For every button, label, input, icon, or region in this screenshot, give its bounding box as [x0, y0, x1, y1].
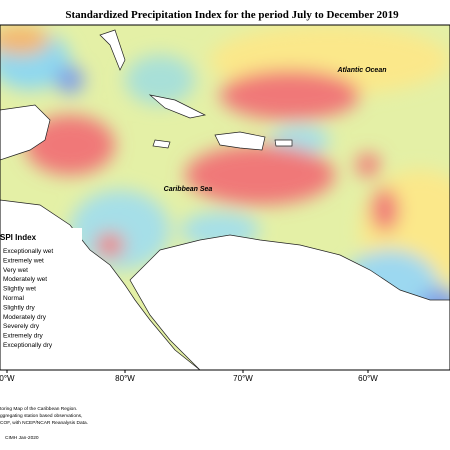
legend-item: Exceptionally wet — [3, 248, 53, 255]
legend-item: Extremely wet — [3, 257, 44, 264]
longitude-label: 80°W — [115, 374, 135, 383]
legend-item: Moderately wet — [3, 276, 47, 283]
legend-item: Severely dry — [3, 323, 40, 330]
legend: SPI Index Exceptionally wet Extremely wet… — [0, 228, 82, 349]
footnote-line: toring Map of the Caribbean Region. — [0, 406, 77, 412]
legend-item: Slightly wet — [3, 286, 36, 293]
legend-title: SPI Index — [0, 233, 37, 242]
map-frame — [0, 24, 450, 371]
legend-item: Moderately dry — [3, 314, 47, 321]
legend-item: Very wet — [3, 267, 28, 274]
longitude-label: 60°W — [358, 374, 378, 383]
spi-field — [0, 25, 450, 370]
legend-box — [0, 228, 82, 346]
credit: CIMH Jan-2020 — [5, 435, 39, 441]
ocean-label: Atlantic Ocean — [336, 67, 386, 74]
longitude-label: 70°W — [233, 374, 253, 383]
footnote: toring Map of the Caribbean Region.ggreg… — [0, 406, 88, 426]
longitude-label: 0°W — [0, 374, 15, 383]
legend-item: Slightly dry — [3, 304, 36, 311]
footnote-line: COF, with NCEP/NCAR Reanalysis Data. — [0, 420, 88, 426]
footnote-line: ggregating station based observations, — [0, 413, 82, 419]
longitude-labels: 0°W 80°W 70°W 60°W — [0, 370, 378, 383]
legend-item: Normal — [3, 295, 25, 302]
map-title: Standardized Precipitation Index for the… — [65, 9, 399, 21]
sea-label: Caribbean Sea — [164, 186, 213, 193]
legend-items: Exceptionally wet Extremely wet Very wet Mo… — [3, 248, 53, 349]
legend-item: Exceptionally dry — [3, 342, 53, 349]
legend-item: Extremely dry — [3, 333, 43, 340]
